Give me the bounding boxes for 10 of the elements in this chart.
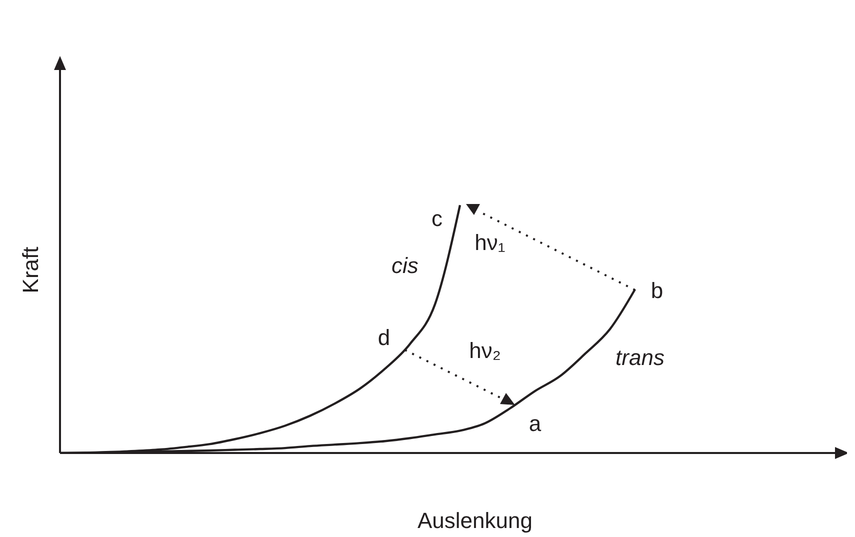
series-label: cis bbox=[392, 253, 418, 278]
annotation: d bbox=[378, 325, 390, 350]
annotation: hν₂ bbox=[469, 338, 501, 363]
x-axis-title: Auslenkung bbox=[418, 508, 532, 533]
annotation: hν₁ bbox=[474, 230, 506, 255]
series-label: trans bbox=[616, 345, 664, 370]
annotation: c bbox=[432, 206, 442, 231]
annotation: b bbox=[650, 278, 664, 303]
annotation: a bbox=[528, 411, 542, 436]
y-axis-title: Kraft bbox=[18, 246, 43, 294]
